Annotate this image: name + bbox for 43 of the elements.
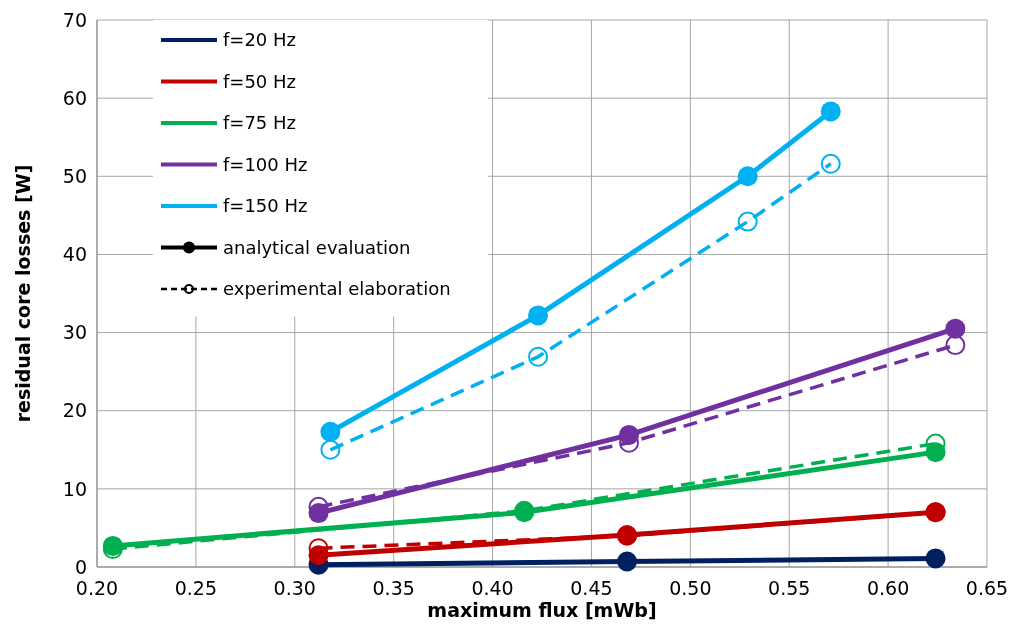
y-tick-label: 30 [62, 321, 87, 344]
point [945, 318, 966, 339]
x-tick-label: 0.45 [570, 577, 613, 599]
point [528, 346, 549, 367]
point [925, 548, 946, 569]
y-tick-label: 20 [62, 399, 87, 422]
x-tick-label: 0.20 [75, 577, 119, 599]
legend-label: f=50 Hz [223, 70, 297, 92]
point [737, 166, 758, 187]
point [619, 424, 640, 445]
point [820, 101, 841, 122]
y-tick-label: 10 [62, 477, 87, 500]
x-axis-title: maximum flux [mWb] [427, 599, 657, 621]
x-tick-label: 0.50 [669, 577, 712, 599]
legend-label: experimental elaboration [223, 278, 451, 300]
legend-label: f=75 Hz [223, 112, 297, 134]
x-tick-label: 0.35 [372, 577, 415, 599]
y-tick-label: 50 [62, 164, 87, 187]
point [320, 421, 341, 442]
point [820, 153, 841, 174]
point [737, 211, 758, 232]
y-tick-label: 60 [62, 86, 87, 109]
point [617, 551, 638, 572]
y-tick-label: 70 [62, 8, 87, 31]
point [528, 305, 549, 326]
x-tick-label: 0.25 [174, 577, 218, 599]
point [308, 503, 329, 524]
legend-label: f=100 Hz [223, 153, 308, 175]
y-tick-label: 40 [62, 243, 87, 266]
x-tick-label: 0.55 [768, 577, 811, 599]
y-tick-label: 0 [74, 555, 87, 578]
x-tick-label: 0.65 [965, 577, 1009, 599]
x-tick-label: 0.30 [273, 577, 316, 599]
point [945, 335, 966, 356]
x-tick-label: 0.40 [471, 577, 514, 599]
x-tick-label: 0.60 [866, 577, 910, 599]
point [320, 439, 341, 460]
legend-label: f=150 Hz [223, 195, 308, 217]
point [925, 442, 946, 463]
y-axis-title: residual core losses [W] [12, 164, 34, 423]
legend-label: analytical evaluation [223, 236, 411, 258]
legend-label: f=20 Hz [223, 29, 297, 51]
point [308, 545, 329, 566]
